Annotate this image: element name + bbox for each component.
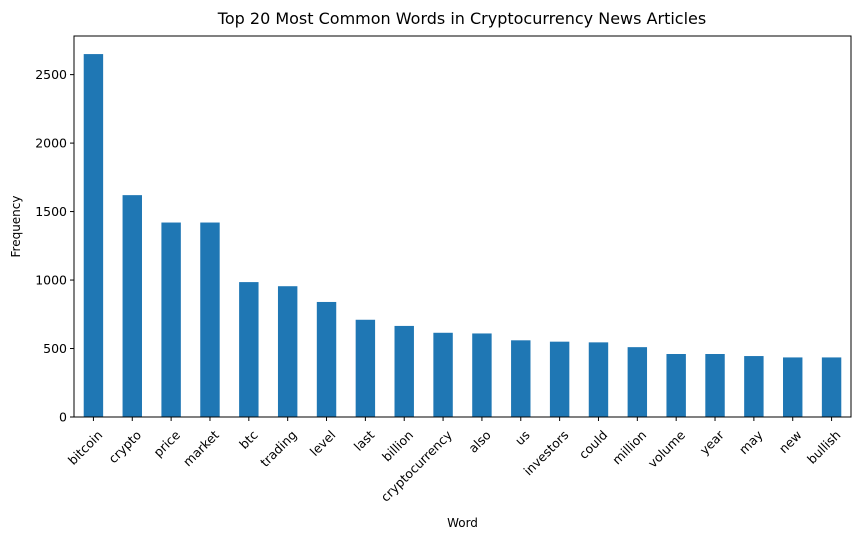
y-tick-label: 0 [59, 410, 67, 425]
x-tick-label: bullish [804, 427, 843, 466]
bar-also [472, 333, 492, 417]
bar-trading [277, 286, 298, 417]
y-tick-label: 2000 [35, 136, 67, 151]
x-tick-label: also [465, 427, 493, 455]
x-tick-label: price [150, 427, 183, 460]
x-tick-label: level [307, 427, 339, 459]
bar-could [588, 342, 609, 417]
y-tick-label: 1500 [35, 204, 67, 219]
bar-market [200, 222, 220, 417]
x-axis-label: Word [447, 516, 478, 530]
x-tick-label: million [609, 427, 649, 467]
bar-year [705, 354, 725, 417]
x-tick-label: btc [236, 427, 261, 452]
x-tick-label: year [697, 427, 728, 458]
y-tick-label: 2500 [35, 67, 67, 82]
bar-million [627, 347, 648, 417]
x-tick-label: bitcoin [65, 427, 105, 467]
bar-price [161, 222, 181, 417]
bar-investors [549, 341, 570, 417]
bar-last [355, 319, 376, 417]
bar-btc [239, 282, 259, 417]
x-tick-label: billion [379, 427, 416, 464]
chart-title: Top 20 Most Common Words in Cryptocurren… [217, 9, 706, 28]
x-tick-label: trading [257, 427, 299, 469]
plot-frame [73, 35, 852, 418]
bar-billion [394, 325, 414, 417]
bar-us [511, 340, 531, 417]
y-axis-label: Frequency [9, 196, 23, 258]
x-tick-label: last [351, 427, 378, 454]
x-tick-label: cryptocurrency [378, 427, 456, 505]
x-tick-label: may [736, 427, 766, 457]
bar-bitcoin [83, 54, 104, 418]
bar-crypto [122, 195, 142, 417]
x-tick-label: crypto [105, 427, 144, 466]
bar-volume [666, 354, 686, 417]
y-tick-label: 500 [43, 341, 67, 356]
bar-bullish [821, 357, 842, 417]
bar-cryptocurrency [433, 332, 453, 417]
bar-may [744, 356, 764, 417]
x-tick-label: could [576, 427, 611, 462]
bars [83, 54, 842, 418]
y-axis-ticks: 0 500 1000 1500 2000 2500 [35, 67, 74, 425]
x-tick-label: volume [645, 427, 689, 471]
bar-new [783, 357, 803, 417]
y-tick-label: 1000 [35, 273, 67, 288]
x-tick-label: market [180, 427, 222, 469]
x-tick-label: us [512, 427, 533, 448]
x-tick-label: new [776, 427, 805, 456]
bar-level [316, 301, 337, 417]
